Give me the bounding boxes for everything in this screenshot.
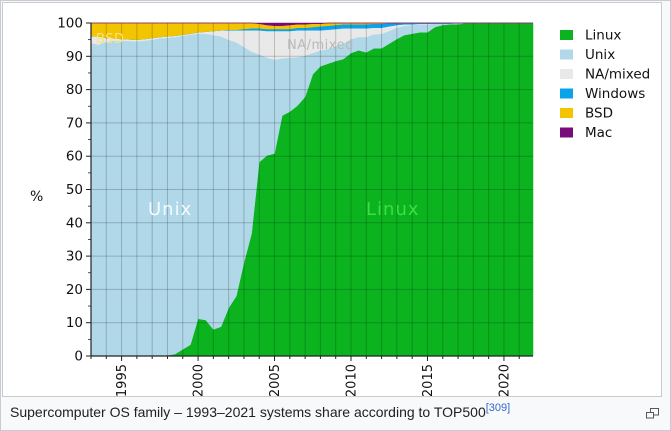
y-tick-label: 50 [66, 182, 83, 198]
legend-swatch-na-mixed [560, 69, 573, 79]
caption-bar: Supercomputer OS family – 1993–2021 syst… [2, 398, 669, 430]
legend-swatch-linux [560, 30, 573, 40]
legend-label-mac: Mac [585, 125, 612, 141]
legend-label-bsd: BSD [585, 106, 613, 122]
y-tick-label: 10 [66, 315, 83, 331]
y-tick-label: 60 [66, 149, 83, 165]
x-tick-label: 2005 [268, 364, 283, 396]
area-label-unix: Unix [148, 199, 192, 220]
legend-swatch-mac [560, 127, 573, 138]
area-mac [91, 22, 533, 26]
legend-label-na-mixed: NA/mixed [585, 67, 650, 83]
legend-label-windows: Windows [585, 86, 645, 102]
y-tick-label: 70 [66, 115, 83, 131]
legend-label-linux: Linux [585, 28, 621, 44]
caption-content: Supercomputer OS family – 1993–2021 syst… [10, 403, 510, 422]
legend-swatch-windows [560, 88, 573, 99]
y-axis-label: % [30, 189, 43, 205]
stacked-areas [90, 22, 534, 357]
legend-label-unix: Unix [585, 47, 615, 63]
area-label-linux: Linux [366, 199, 420, 220]
y-tick-label: 100 [57, 16, 83, 32]
x-tick-label: 1995 [115, 364, 130, 396]
x-tick-label: 2010 [345, 364, 360, 396]
area-label-bsd: BSD [96, 32, 124, 47]
axes [86, 22, 533, 361]
y-tick-label: 40 [66, 215, 83, 231]
legend: Linux Unix NA/mixed Windows BSD Mac [560, 28, 650, 141]
y-tick-label: 20 [66, 282, 83, 298]
area-label-na-mixed: NA/mixed [287, 38, 354, 53]
x-tick-label: 2015 [421, 364, 436, 396]
expand-icon[interactable] [646, 406, 659, 425]
chart-image[interactable]: 1995 2000 2005 2010 2015 2020 0 10 20 30 40 50 60 70 8… [2, 2, 662, 397]
x-tick-label: 2000 [192, 364, 207, 396]
reference-link[interactable]: [309] [485, 402, 511, 415]
y-tick-label: 0 [74, 349, 83, 365]
axis-tick-labels: 1995 2000 2005 2010 2015 2020 0 10 20 30 40 50 60 70 8… [57, 16, 512, 397]
legend-swatch-bsd [560, 108, 573, 118]
caption-text: Supercomputer OS family – 1993–2021 syst… [10, 404, 486, 420]
y-tick-label: 90 [66, 49, 83, 65]
y-tick-label: 80 [66, 82, 83, 98]
gridlines [91, 23, 533, 356]
y-tick-label: 30 [66, 249, 83, 265]
x-tick-label: 2020 [497, 364, 512, 396]
legend-swatch-unix [560, 49, 573, 60]
